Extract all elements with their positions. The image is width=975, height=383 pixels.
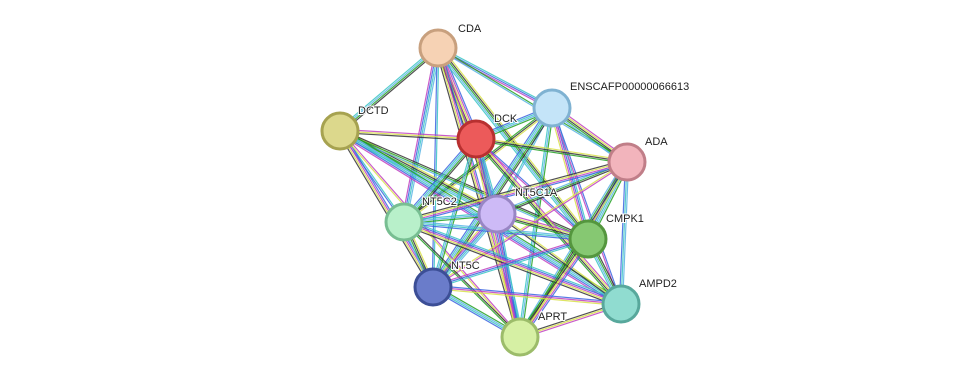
edge [338,131,433,288]
edge [618,161,627,304]
edge [431,47,438,287]
node-label: DCK [494,113,518,125]
edge [473,140,620,306]
edge [432,236,588,287]
edge [477,137,624,303]
edge [621,162,630,305]
edge [433,139,479,288]
edge [340,128,477,139]
edge [475,138,628,163]
edge [497,212,622,304]
edge [404,162,628,224]
node[interactable] [456,119,496,159]
edge [403,159,627,221]
edge [552,107,623,304]
node[interactable] [477,194,517,234]
node-label: CMPK1 [606,213,644,225]
edge [522,240,592,340]
edge [402,47,438,222]
edge [432,287,621,307]
node[interactable] [500,317,540,357]
edge [340,48,439,133]
node-label: NT5C2 [422,196,457,208]
edge [497,213,523,337]
edge [440,45,591,238]
edge [341,127,499,212]
edge [496,213,521,338]
edge [433,48,440,288]
edge [339,131,476,142]
edge [403,160,627,222]
edge [404,219,622,304]
edge [476,138,623,304]
edge [430,138,476,287]
node-label: DCTD [358,105,389,117]
edge [497,162,628,217]
edge [474,139,621,305]
node[interactable] [607,142,647,182]
node-label: ENSCAFP00000066613 [570,81,689,93]
edge [432,286,622,305]
edge [433,239,589,290]
edge [404,48,440,223]
node[interactable] [568,219,608,259]
edge [402,106,552,222]
edge [620,161,628,305]
edge [494,214,520,338]
edge [473,139,520,338]
edge [518,237,588,337]
edge [433,284,622,304]
edge [404,163,628,225]
edge [549,108,587,240]
edge [337,131,432,289]
edge [435,48,519,338]
node[interactable] [413,267,453,307]
node-label: ADA [645,136,668,148]
edge [476,136,628,162]
edge [402,224,621,308]
edge [341,49,440,134]
edge [432,238,589,288]
edge [475,139,627,165]
node[interactable] [601,284,641,324]
nodes: CDA ENSCAFP00000066613 DCTD DCK ADA NT5C1A NT5… [320,22,690,357]
edge [472,139,518,338]
edge [339,130,477,140]
edge [516,236,586,336]
edge [550,108,588,240]
edge [338,45,437,130]
node-label: APRT [538,311,567,323]
node-label: CDA [458,23,482,35]
node[interactable] [384,202,424,242]
edge [519,238,589,338]
node-label: NT5C1A [515,187,558,199]
node[interactable] [320,111,360,151]
node-label: NT5C [451,260,480,272]
node[interactable] [532,88,572,128]
edge [550,108,621,305]
edge [520,239,590,339]
node[interactable] [418,28,458,68]
edge [438,46,554,108]
edge [339,46,438,131]
edge [438,46,590,239]
node-label: AMPD2 [639,278,677,290]
edge [432,138,477,288]
edge [496,214,621,306]
